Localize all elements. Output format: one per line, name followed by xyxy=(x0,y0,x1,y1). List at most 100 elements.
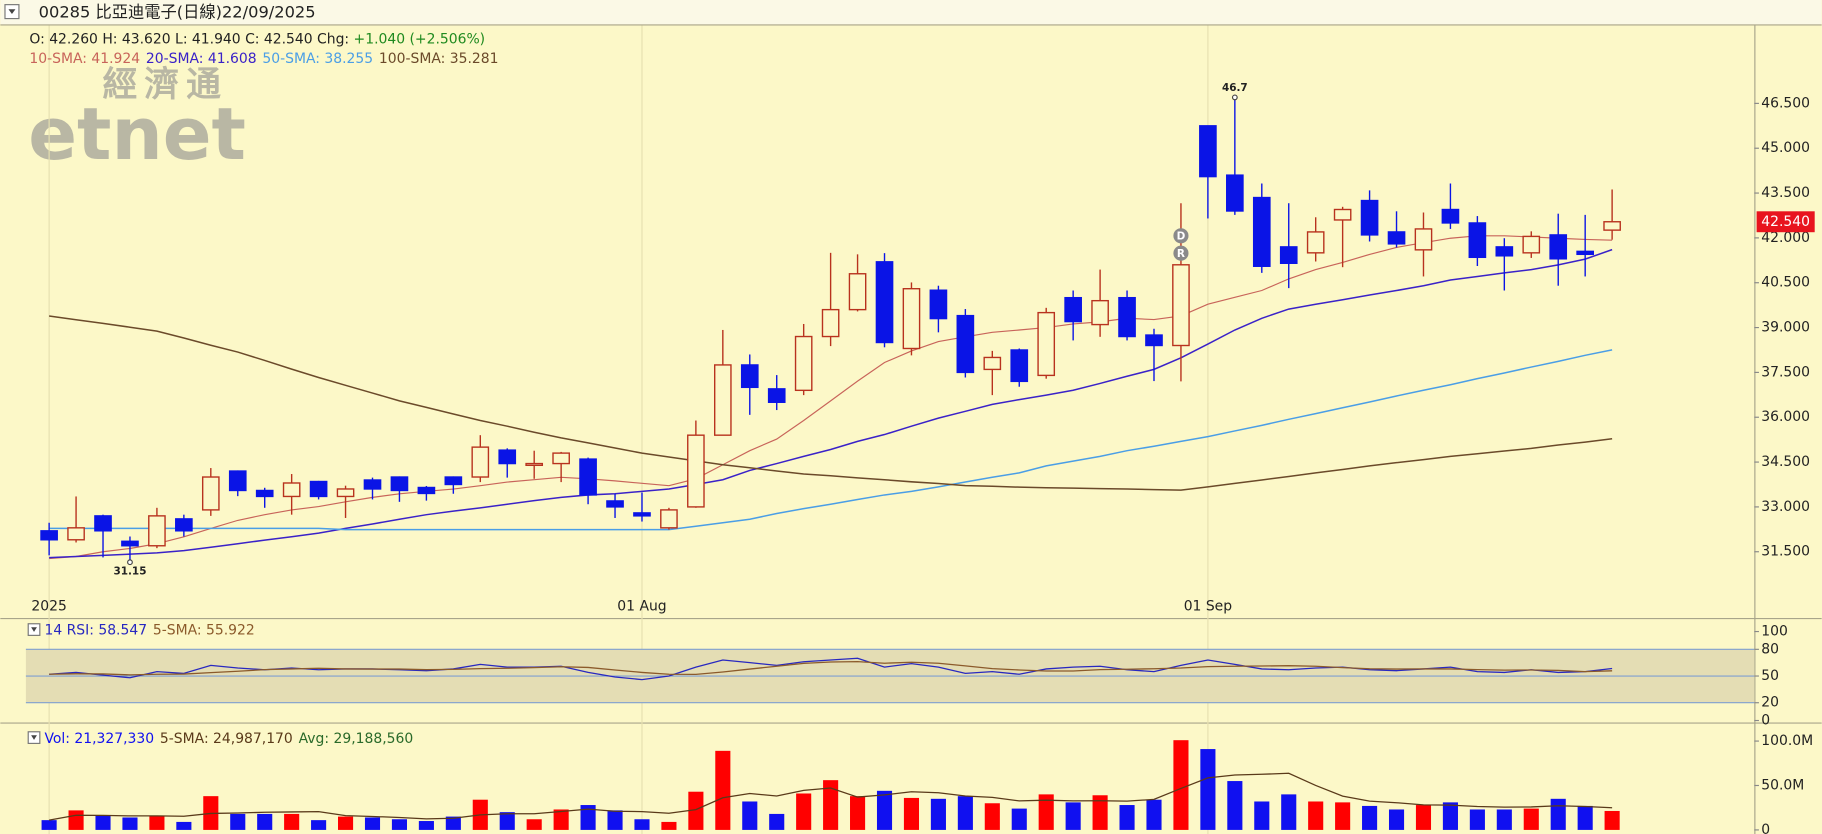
volume-bar xyxy=(41,820,57,830)
y-tick-label: 100.0M xyxy=(1761,733,1813,749)
volume-bar xyxy=(1011,808,1027,830)
volume-bar xyxy=(1469,809,1485,830)
candle-body xyxy=(390,476,409,492)
candle-body xyxy=(740,364,759,389)
candle-body xyxy=(67,527,85,541)
volume-bar xyxy=(68,810,84,830)
legend: Vol: 21,327,330 5-SMA: 24,987,170 Avg: 29,… xyxy=(44,731,413,747)
candle-body xyxy=(1495,246,1514,257)
volume-bar xyxy=(1388,809,1405,830)
candle-body xyxy=(1064,296,1082,323)
ohlc-info: O: 42.260 H: 43.620 L: 41.940 C: 42.540 … xyxy=(29,31,349,47)
candle-body xyxy=(228,470,247,492)
candle-body xyxy=(1360,199,1379,236)
x-tick-label: 01 Aug xyxy=(617,598,666,614)
panel-menu[interactable] xyxy=(4,4,20,20)
candle-body xyxy=(1522,235,1541,254)
price-info: O: 42.260 H: 43.620 L: 41.940 C: 42.540 … xyxy=(29,31,485,47)
y-tick-label: 45.000 xyxy=(1761,140,1810,156)
candle-body xyxy=(94,515,112,532)
y-tick-label: 100 xyxy=(1761,624,1788,640)
y-tick-label: 50.0M xyxy=(1761,777,1804,793)
candle-body xyxy=(1145,334,1163,347)
candle-body xyxy=(713,364,732,436)
y-tick-label: 43.500 xyxy=(1761,185,1810,201)
volume-bar xyxy=(1119,805,1135,830)
candle-body xyxy=(1172,264,1190,347)
event-marker xyxy=(1173,228,1189,244)
volume-bar xyxy=(984,803,1000,830)
y-tick-label: 37.500 xyxy=(1761,364,1810,380)
y-tick-label: 36.000 xyxy=(1761,409,1810,425)
volume-bar xyxy=(850,796,866,830)
candle-body xyxy=(1306,231,1325,254)
candle-body xyxy=(606,500,624,508)
y-tick-label: 46.500 xyxy=(1761,95,1810,111)
volume-bar xyxy=(1604,810,1620,830)
candle-body xyxy=(282,482,301,498)
candle-body xyxy=(1333,208,1352,221)
candle-body xyxy=(148,515,166,547)
candle-body xyxy=(525,462,544,467)
y-tick-label: 33.000 xyxy=(1761,499,1810,515)
volume-bar xyxy=(1227,781,1243,830)
event-label: R xyxy=(1177,248,1185,260)
volume-bar xyxy=(1146,799,1162,830)
volume-bar xyxy=(688,791,704,830)
series-line xyxy=(49,248,1613,559)
legend: 10-SMA: 41.924 20-SMA: 41.608 50-SMA: 38.2… xyxy=(29,51,498,67)
volume-bar xyxy=(796,793,812,830)
volume-bar xyxy=(769,813,785,830)
volume-bar xyxy=(957,796,973,830)
candle-body xyxy=(794,335,813,392)
volume-bar xyxy=(1254,801,1270,830)
x-tick-label: 2025 xyxy=(31,598,66,614)
panel-menu[interactable] xyxy=(27,623,41,636)
watermark: etnet xyxy=(28,92,246,176)
low-marker xyxy=(127,559,133,566)
candle-body xyxy=(633,512,651,517)
y-tick-label: 39.000 xyxy=(1761,320,1810,336)
legend-entry: 100-SMA: 35.281 xyxy=(379,51,499,67)
series-line xyxy=(49,772,1613,821)
candle-body xyxy=(1091,299,1109,326)
candle-body xyxy=(687,434,705,508)
annotation: 46.7 xyxy=(1222,82,1248,94)
price-tag-label: 42.540 xyxy=(1761,214,1810,230)
candle-body xyxy=(40,530,58,541)
volume-bar xyxy=(1092,795,1108,830)
volume-bar xyxy=(1200,749,1216,830)
volume-bar xyxy=(95,815,111,830)
legend-entry: 14 RSI: 58.547 xyxy=(44,623,147,639)
volume-bar xyxy=(634,819,650,830)
volume-bar xyxy=(1308,801,1324,830)
candle-body xyxy=(1387,231,1406,245)
candle-body xyxy=(255,489,274,498)
legend-entry: Vol: 21,327,330 xyxy=(44,731,154,747)
event-label: D xyxy=(1177,230,1186,242)
volume-bar xyxy=(1496,809,1512,830)
volume-bar xyxy=(418,821,434,830)
candle-body xyxy=(1037,311,1056,377)
candle-body xyxy=(121,540,139,547)
series-line xyxy=(49,660,1613,676)
y-tick-label: 40.500 xyxy=(1761,275,1810,291)
y-tick-label: 31.500 xyxy=(1761,544,1810,560)
legend-entry: 20-SMA: 41.608 xyxy=(146,51,257,67)
candle-body xyxy=(1118,296,1136,338)
candle-body xyxy=(444,476,463,486)
chart-title: 00285 比亞迪電子(日線)22/09/2025 xyxy=(39,2,316,21)
panel-menu[interactable] xyxy=(27,731,41,744)
candle-body xyxy=(1468,222,1487,259)
menu-arrow xyxy=(31,627,37,632)
volume-bar xyxy=(284,813,300,830)
volume-bar xyxy=(823,780,839,830)
y-tick-label: 34.500 xyxy=(1761,454,1810,470)
volume-bar xyxy=(1038,794,1054,830)
candle-body xyxy=(471,446,490,478)
volume-bar xyxy=(445,816,461,830)
volume-bar xyxy=(580,805,596,830)
candle-body xyxy=(983,356,1002,371)
candle-body xyxy=(875,261,894,344)
